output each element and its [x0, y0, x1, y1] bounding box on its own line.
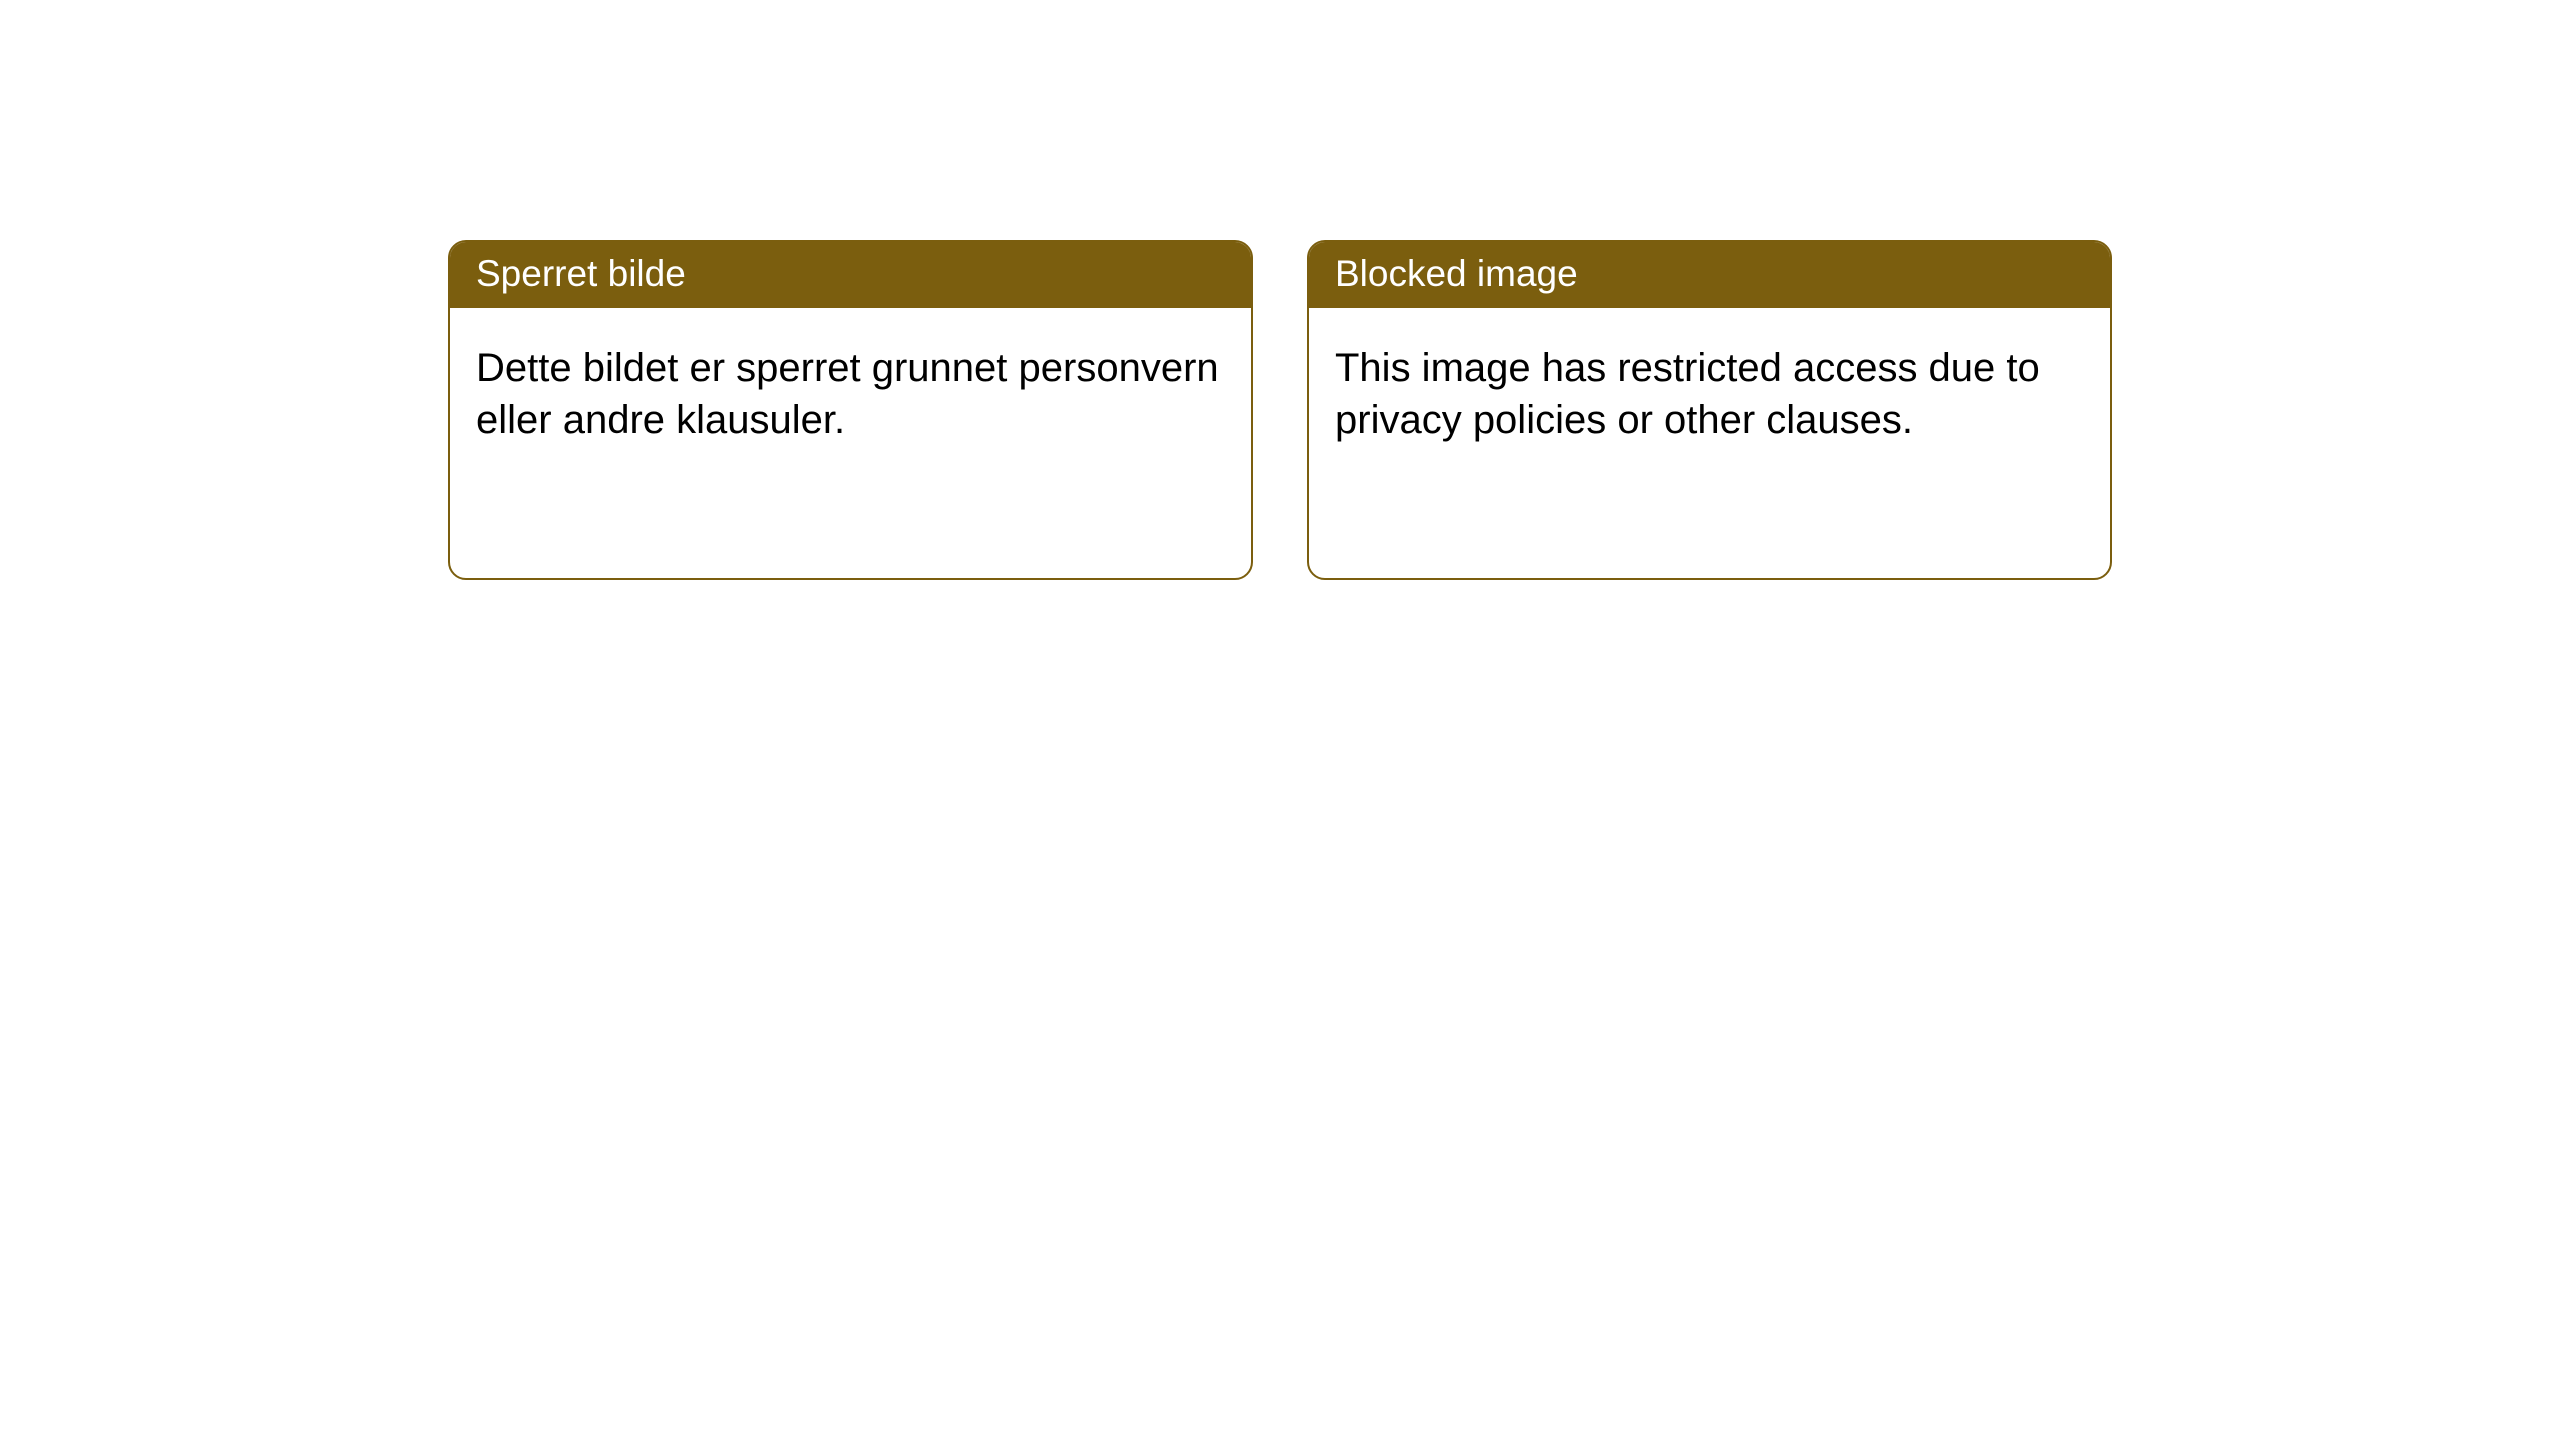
notice-card-title: Sperret bilde: [450, 242, 1251, 308]
notice-card-norwegian: Sperret bilde Dette bildet er sperret gr…: [448, 240, 1253, 580]
notice-card-body: Dette bildet er sperret grunnet personve…: [450, 308, 1251, 467]
notice-card-english: Blocked image This image has restricted …: [1307, 240, 2112, 580]
notice-card-body: This image has restricted access due to …: [1309, 308, 2110, 467]
notice-card-title: Blocked image: [1309, 242, 2110, 308]
notice-container: Sperret bilde Dette bildet er sperret gr…: [0, 0, 2560, 580]
